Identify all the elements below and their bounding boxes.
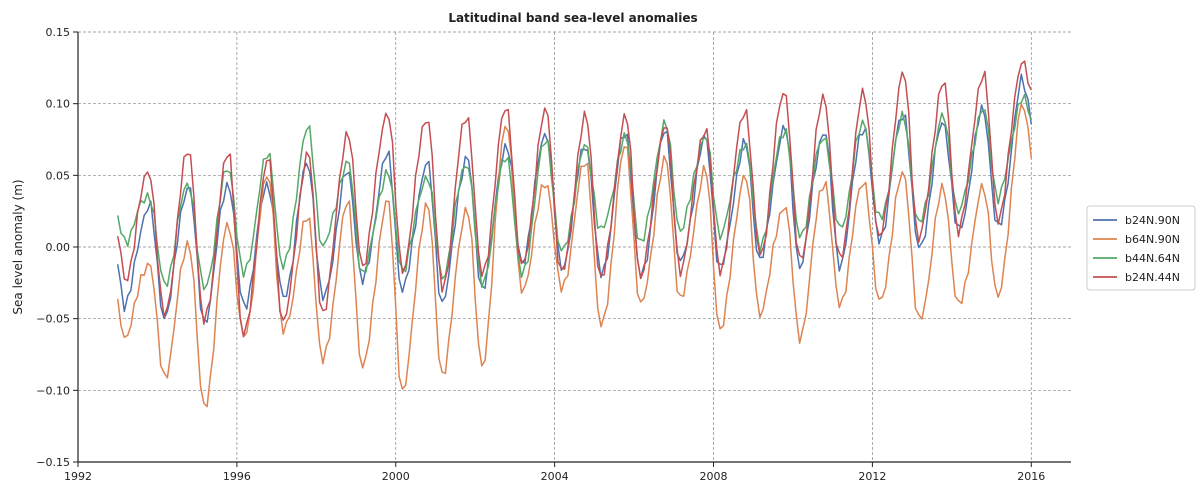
- legend-label: b64N.90N: [1125, 233, 1180, 246]
- x-tick-label: 2012: [858, 470, 886, 483]
- x-tick-label: 2004: [541, 470, 569, 483]
- x-tick-label: 2016: [1017, 470, 1045, 483]
- legend-label: b44N.64N: [1125, 252, 1180, 265]
- y-tick-label: −0.05: [36, 313, 70, 326]
- y-tick-label: 0.05: [46, 169, 71, 182]
- x-tick-label: 1996: [223, 470, 251, 483]
- x-axis-ticks: 1992 1996 2000 2004 2008 2012 2016: [64, 462, 1045, 483]
- y-tick-label: 0.15: [46, 26, 71, 39]
- y-axis-ticks: −0.15 −0.10 −0.05 0.00 0.05 0.10 0.15: [36, 26, 78, 469]
- y-tick-label: −0.10: [36, 384, 70, 397]
- y-tick-label: 0.10: [46, 98, 71, 111]
- series-line-b64n-90n: [116, 103, 1033, 408]
- legend-label: b24N.44N: [1125, 271, 1180, 284]
- y-tick-label: −0.15: [36, 456, 70, 469]
- series-line-b24n-44n: [116, 60, 1032, 338]
- x-tick-label: 2000: [382, 470, 410, 483]
- y-axis-label: Sea level anomaly (m): [11, 179, 25, 314]
- legend-box: [1086, 205, 1196, 291]
- x-tick-label: 2008: [700, 470, 728, 483]
- legend-label: b24N.90N: [1125, 214, 1180, 227]
- chart-title: Latitudinal band sea-level anomalies: [448, 11, 697, 25]
- legend: b24N.90N b64N.90N b44N.64N b24N.44N: [1086, 205, 1196, 291]
- series-line-b44n-64n: [116, 93, 1033, 291]
- x-tick-label: 1992: [64, 470, 92, 483]
- grid-lines: [77, 31, 1071, 463]
- series-lines: [116, 60, 1033, 408]
- y-tick-label: 0.00: [46, 241, 71, 254]
